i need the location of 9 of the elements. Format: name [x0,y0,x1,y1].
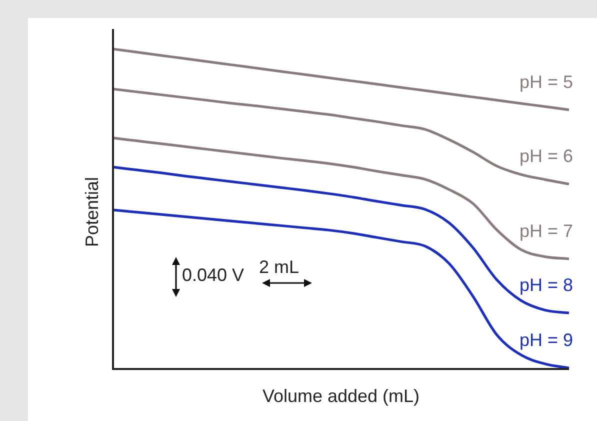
series-label: pH = 7 [519,220,573,241]
series-label: pH = 8 [519,274,573,295]
annotation: 0.040 V [182,264,244,285]
y-axis-title: Potential [82,176,102,248]
series-label: pH = 6 [519,146,573,166]
series-label: pH = 9 [519,330,573,350]
x-axis-title: Volume added (mL) [262,386,420,406]
annotation: 2 mL [259,256,300,277]
series-label: pH = 5 [519,72,573,92]
